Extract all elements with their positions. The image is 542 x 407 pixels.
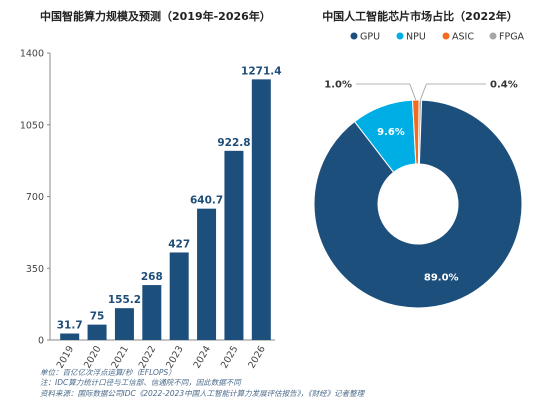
bar-value-label: 155.2 [108,294,141,306]
slice-label-gpu: 89.0% [424,272,459,283]
bar-value-label: 427 [168,238,190,250]
bar [87,324,107,340]
leader-line-fpga [419,83,486,101]
slice-label-fpga: 0.4% [490,80,518,91]
bar-value-label: 75 [90,311,105,323]
bar-value-label: 922.8 [217,137,250,149]
bar-value-label: 640.7 [190,195,223,207]
bar [142,285,162,340]
bar [114,308,134,340]
bar-value-label: 268 [141,271,163,283]
bar-value-label: 31.7 [57,320,83,332]
legend-marker-npu [396,32,404,40]
legend-marker-gpu [350,32,358,40]
bar-chart: 0 350 700 1050 1400 31.7 2019 75 2020 155.2 2021 26… [20,49,282,371]
legend-marker-fpga [489,32,497,40]
bar [60,333,80,340]
bar [169,252,189,340]
bar [224,150,244,340]
bar [197,208,217,340]
bar [251,79,271,340]
pie-chart-title: 中国人工智能芯片市场占比（2022年） [322,9,518,23]
x-tick-label: 2026 [246,344,268,370]
y-tick-label: 350 [26,264,44,275]
x-tick-label: 2025 [219,344,241,370]
legend-label-npu: NPU [406,32,426,43]
y-tick-label: 1050 [20,120,44,131]
source-notes: 单位：百亿亿次浮点运算/秒（EFLOPS） 注：IDC算力统计口径与工信部、信通… [40,368,540,399]
y-tick-label: 1400 [20,49,44,60]
legend-label-gpu: GPU [360,32,380,43]
source-note: 资料来源：国际数据公司IDC《2022-2023中国人工智能计算力发展评估报告》… [40,388,365,398]
legend-label-fpga: FPGA [499,32,525,43]
bar-value-label: 1271.4 [241,65,282,77]
pie-legend: GPU NPU ASIC FPGA [350,32,525,43]
unit-note: 单位：百亿亿次浮点运算/秒（EFLOPS） [40,368,176,377]
slice-label-npu: 9.6% [377,127,405,138]
bar-chart-title: 中国智能算力规模及预测（2019年-2026年） [40,9,271,23]
leader-line-asic [356,83,417,101]
y-tick-label: 0 [38,336,44,347]
x-tick-label: 2019 [55,344,77,370]
pie-slice-asic [411,99,420,165]
y-tick-label: 700 [26,192,44,203]
pie-chart: 89.0% 9.6% 1.0% 0.4% [313,80,523,309]
x-tick-label: 2023 [164,344,186,370]
pie-slice-gpu [313,99,523,309]
x-tick-label: 2024 [192,344,214,370]
x-tick-label: 2022 [137,344,159,370]
x-tick-label: 2020 [82,344,104,370]
legend-label-asic: ASIC [452,32,474,43]
slice-label-asic: 1.0% [324,80,352,91]
caliber-note: 注：IDC算力统计口径与工信部、信通院不同，因此数据不同 [40,378,241,388]
legend-marker-asic [442,32,450,40]
x-tick-label: 2021 [109,344,131,370]
